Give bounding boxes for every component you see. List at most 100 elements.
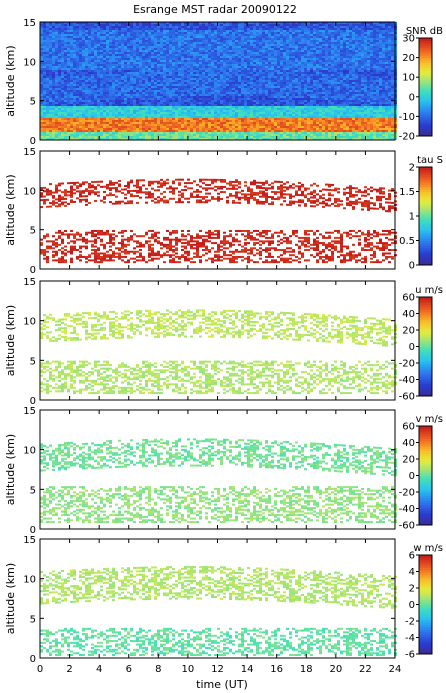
- colorbar-tick-label: 2: [409, 584, 415, 595]
- figure-title: Esrange MST radar 20090122: [133, 3, 297, 16]
- colorbar-tick-label: 40: [402, 309, 415, 320]
- colorbar-tick-label: 20: [402, 326, 415, 337]
- x-tick-label: 22: [359, 664, 372, 675]
- colorbar-tick-label: 40: [402, 438, 415, 449]
- colorbar-frame: [418, 37, 433, 137]
- x-tick-label: 24: [389, 664, 402, 675]
- radar-field: [40, 309, 397, 395]
- y-tick-label: 10: [23, 446, 36, 457]
- y-tick-label: 0: [30, 265, 36, 276]
- y-tick-label: 0: [30, 525, 36, 536]
- colorbar-tick-label: 30: [402, 34, 415, 45]
- panel-2: 0 5 10 15 altitude (km) tau S2 1.5 1 0.5 0: [4, 147, 443, 276]
- colorbar-tick-label: -60: [399, 392, 415, 403]
- colorbar-tick-label: 0: [409, 600, 415, 611]
- x-axis-label: time (UT): [196, 678, 248, 691]
- colorbar-tick-label: -20: [399, 132, 415, 143]
- colorbar-tick-label: -20: [399, 488, 415, 499]
- y-tick-label: 15: [23, 535, 36, 546]
- colorbar-tick-label: -10: [399, 112, 415, 123]
- colorbar-label: v m/s: [416, 414, 443, 425]
- echo-upper-layer: [40, 438, 397, 477]
- y-axis-label: altitude (km): [4, 45, 17, 116]
- x-tick-label: 16: [270, 664, 283, 675]
- x-tick-label: 4: [96, 664, 102, 675]
- y-tick-label: 5: [30, 226, 36, 237]
- echo-upper-layer: [40, 309, 397, 347]
- x-tick-label: 12: [211, 664, 224, 675]
- colorbar-tick-label: -4: [405, 633, 415, 644]
- colorbar-tick-label: 0: [409, 92, 415, 103]
- echo-lower-layer: [40, 229, 397, 264]
- x-tick-label: 2: [66, 664, 72, 675]
- colorbar-label: SNR dB: [406, 26, 443, 37]
- y-tick-label: 5: [30, 614, 36, 625]
- colorbar-tick-label: 1: [409, 212, 415, 223]
- colorbar-tick-label: -40: [399, 375, 415, 386]
- colorbar-tick-label: -60: [399, 521, 415, 532]
- radar-field: [40, 22, 397, 140]
- colorbar-tick-label: 0: [409, 342, 415, 353]
- colorbar-tick-label: 1.5: [399, 187, 415, 198]
- colorbar-tick-label: -2: [405, 617, 415, 628]
- y-tick-label: 10: [23, 57, 36, 68]
- colorbar-tick-label: 0.5: [399, 236, 415, 247]
- radar-field: [40, 566, 397, 657]
- y-tick-label: 0: [30, 136, 36, 147]
- colorbar-tick-label: 0: [409, 471, 415, 482]
- y-tick-label: 10: [23, 317, 36, 328]
- colorbar-tick-label: 2: [409, 163, 415, 174]
- colorbar: v m/s60 40 20 0 -20 -40 -60: [399, 414, 443, 532]
- y-axis-label: altitude (km): [4, 434, 17, 505]
- y-tick-label: 15: [23, 406, 36, 417]
- colorbar-tick-label: 0: [409, 261, 415, 272]
- plot-area: [40, 539, 395, 658]
- x-tick-label: 8: [155, 664, 161, 675]
- colorbar-tick-label: 10: [402, 73, 415, 84]
- y-tick-label: 5: [30, 97, 36, 108]
- x-tick-label: 20: [329, 664, 342, 675]
- colorbar-label: tau S: [417, 155, 443, 166]
- radar-field: [40, 438, 397, 524]
- colorbar-tick-label: 6: [409, 551, 415, 562]
- colorbar: w m/s6 4 2 0 -2 -4 -6: [405, 543, 443, 661]
- y-tick-label: 5: [30, 485, 36, 496]
- radar-field: [40, 178, 397, 264]
- x-tick-label: 18: [300, 664, 313, 675]
- y-tick-label: 5: [30, 356, 36, 367]
- echo-lower-layer: [40, 627, 397, 657]
- y-axis-label: altitude (km): [4, 174, 17, 245]
- colorbar-tick-label: 4: [409, 567, 415, 578]
- colorbar-label: w m/s: [413, 543, 443, 554]
- x-tick-label: 0: [37, 664, 43, 675]
- echo-upper-layer: [40, 178, 397, 213]
- y-axis-label: altitude (km): [4, 563, 17, 634]
- colorbar-label: u m/s: [415, 285, 443, 296]
- colorbar: u m/s60 40 20 0 -20 -40 -60: [399, 285, 443, 403]
- panel-3: 0 5 10 15 altitude (km) u m/s60 40 20 0 -20 -40 -60: [4, 277, 443, 407]
- echo-lower-layer: [40, 360, 397, 395]
- x-tick-label: 6: [126, 664, 132, 675]
- y-tick-label: 15: [23, 18, 36, 29]
- colorbar-tick-label: 60: [402, 422, 415, 433]
- y-tick-label: 15: [23, 147, 36, 158]
- y-tick-label: 10: [23, 186, 36, 197]
- panel-5: 0 5 10 15 altitude (km) w m/s6 4 2 0 -2 -4 -6: [4, 535, 443, 665]
- echo-upper-layer: [40, 566, 397, 609]
- colorbar-tick-label: 20: [402, 455, 415, 466]
- colorbar-tick-label: -6: [405, 650, 415, 661]
- y-axis-label: altitude (km): [4, 305, 17, 376]
- colorbar: tau S2 1.5 1 0.5 0: [399, 155, 443, 272]
- y-tick-label: 0: [30, 654, 36, 665]
- colorbar-tick-label: 60: [402, 293, 415, 304]
- panel-4: 0 5 10 15 altitude (km) v m/s60 40 20 0 -20 -40 -60: [4, 406, 443, 536]
- colorbar-tick-label: -20: [399, 359, 415, 370]
- colorbar-tick-label: 20: [402, 53, 415, 64]
- x-tick-label: 10: [182, 664, 195, 675]
- y-tick-label: 0: [30, 396, 36, 407]
- colorbar-tick-label: -40: [399, 504, 415, 515]
